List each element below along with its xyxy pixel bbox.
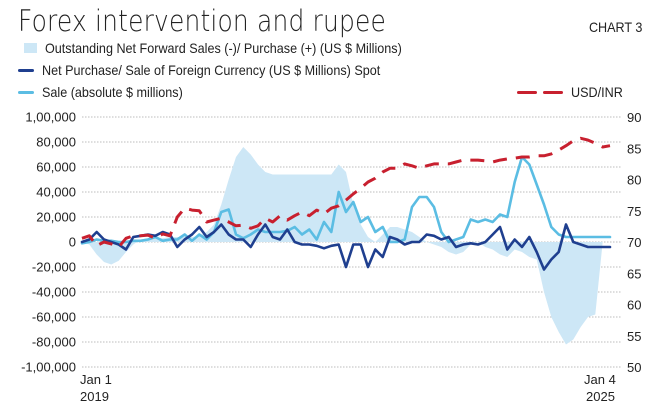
right-axis: 90 85 80 75 70 65 60 55 50 — [627, 110, 641, 375]
left-tick-label: -60,000 — [32, 310, 76, 325]
left-tick-label: 0 — [69, 235, 76, 250]
legend-net-spot-label: Net Purchase/ Sale of Foreign Currency (… — [42, 62, 381, 78]
right-tick-label: 50 — [627, 360, 641, 375]
legend-area-swatch — [24, 43, 37, 53]
left-tick-label: -80,000 — [32, 335, 76, 350]
legend-dark-line-swatch — [18, 68, 34, 72]
x-tick-start-line2: 2019 — [80, 389, 109, 404]
chart-title: Forex intervention and rupee — [18, 4, 386, 38]
forward-area-layer — [82, 147, 610, 345]
legend-net-spot: Net Purchase/ Sale of Foreign Currency (… — [18, 62, 418, 78]
right-tick-label: 60 — [627, 298, 641, 313]
legend-forward-label: Outstanding Net Forward Sales (-)/ Purch… — [45, 40, 402, 56]
left-tick-label: 60,000 — [36, 160, 76, 175]
legend-usdinr: USD/INR — [517, 84, 629, 100]
legend-dashed-swatch — [517, 90, 563, 94]
left-tick-label: -1,00,000 — [21, 360, 76, 375]
forward-area — [82, 147, 610, 345]
left-tick-label: -20,000 — [32, 260, 76, 275]
legend-forward: Outstanding Net Forward Sales (-)/ Purch… — [24, 40, 441, 56]
left-tick-label: 1,00,000 — [25, 110, 76, 125]
x-tick-start-line1: Jan 1 — [80, 372, 112, 387]
legend-sale: Sale (absolute $ millions) — [18, 84, 198, 100]
chart-number-label: CHART 3 — [588, 19, 642, 35]
usdinr-line — [81, 136, 611, 249]
legend-sale-label: Sale (absolute $ millions) — [42, 84, 183, 100]
legend-usdinr-label: USD/INR — [571, 84, 623, 100]
right-tick-label: 55 — [627, 329, 641, 344]
left-tick-label: 80,000 — [36, 135, 76, 150]
left-tick-label: 40,000 — [36, 185, 76, 200]
right-tick-label: 90 — [627, 110, 641, 125]
legend-light-line-swatch — [18, 90, 34, 94]
x-tick-end-line2: 2025 — [586, 389, 615, 404]
left-axis: 1,00,000 80,000 60,000 40,000 20,000 0 -20,000… — [21, 110, 76, 375]
right-tick-label: 85 — [627, 141, 641, 156]
right-tick-label: 65 — [627, 266, 641, 281]
right-tick-label: 80 — [627, 173, 641, 188]
lines-layer — [80, 136, 612, 271]
right-tick-label: 75 — [627, 204, 641, 219]
x-tick-end-line1: Jan 4 — [584, 372, 616, 387]
x-axis: Jan 1 2019 Jan 4 2025 — [80, 372, 616, 404]
right-tick-label: 70 — [627, 235, 641, 250]
left-tick-label: 20,000 — [36, 210, 76, 225]
left-tick-label: -40,000 — [32, 285, 76, 300]
